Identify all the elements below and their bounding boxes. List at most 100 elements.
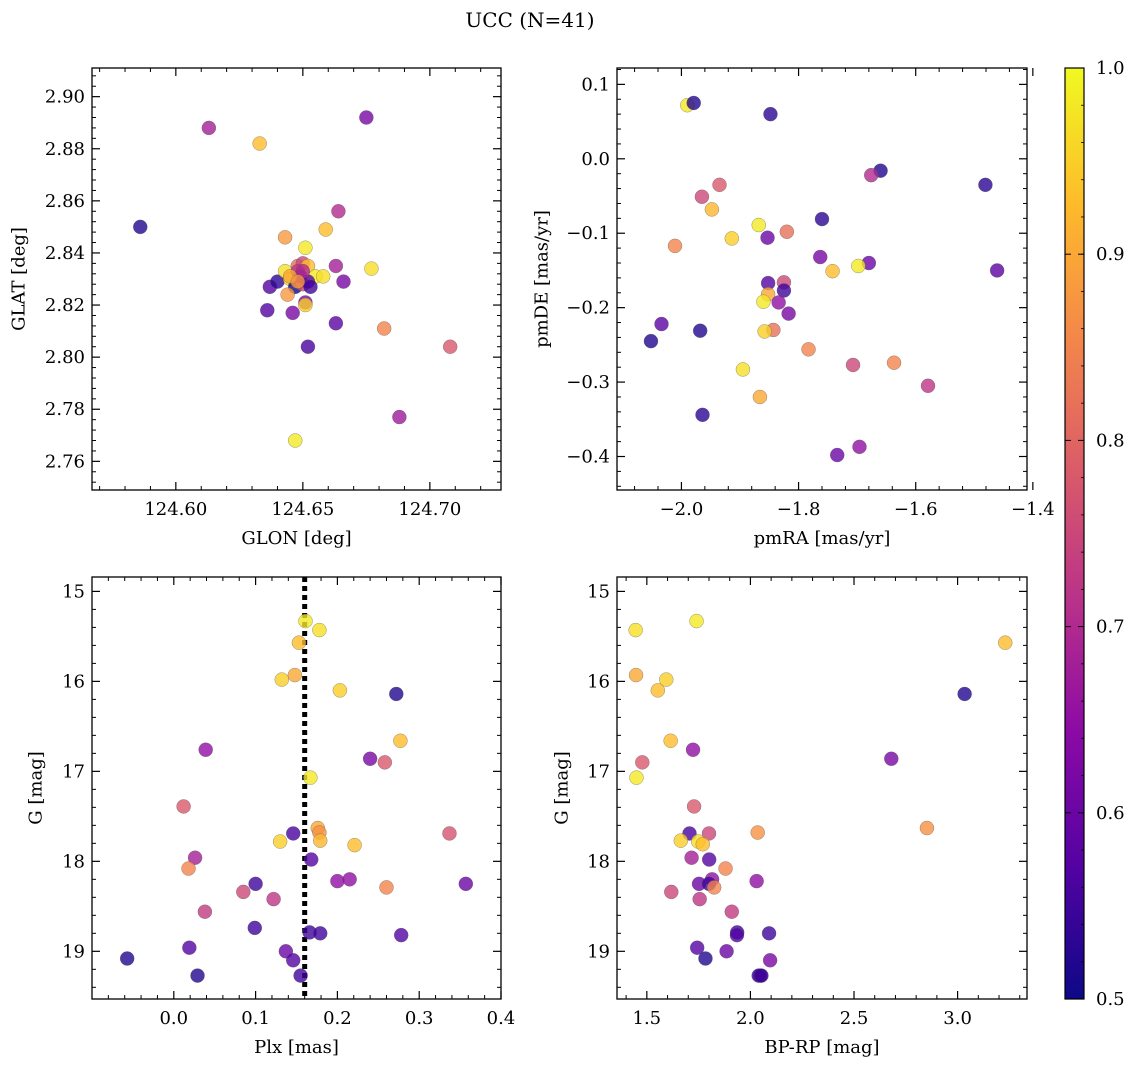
scatter-point [181, 861, 196, 876]
scatter-point [685, 742, 701, 758]
scatter-point [290, 274, 306, 289]
x-tick-label: −1.6 [894, 499, 938, 520]
scatter-point [364, 261, 379, 276]
scatter-point [801, 342, 816, 357]
x-axis-label: Plx [mas] [254, 1037, 339, 1058]
colorbar-tick-label: 1.0 [1096, 58, 1125, 79]
scatter-point [663, 733, 678, 749]
scatter-point [133, 219, 148, 235]
panel-cmd: 1.5 2.0 2.5 3.0 15 16 17 18 19 BP-RP [mag] G [mag] [551, 576, 1028, 1058]
panel-radec: 124.60 124.65 124.70 2.76 2.78 2.80 2.82 2.84 2.… [8, 67, 502, 549]
axes-frame [616, 576, 1028, 1000]
scatter-point [376, 321, 392, 336]
y-tick-label: 2.90 [45, 87, 85, 108]
scatter-point [379, 880, 394, 895]
colorbar-gradient [1065, 68, 1084, 999]
scatter-point [285, 826, 301, 841]
scatter-point [659, 672, 674, 687]
scatter-point [312, 926, 328, 941]
scatter-point [119, 951, 135, 966]
scatter-point [695, 836, 711, 852]
x-tick-label: 0.4 [487, 1008, 516, 1029]
scatter-point [347, 837, 362, 853]
scatter-point [763, 106, 778, 122]
scatter-point [694, 189, 710, 205]
x-tick-label: 0.0 [159, 1008, 188, 1029]
scatter-point [749, 873, 764, 889]
axes-frame [91, 67, 502, 491]
x-tick-label: 124.70 [398, 499, 461, 520]
scatter-point [706, 880, 722, 895]
y-tick-label: −0.1 [566, 223, 610, 244]
scatter-point [287, 667, 303, 683]
scatter-point [754, 968, 769, 983]
y-tick-label: 19 [62, 941, 85, 962]
scatter-point [863, 167, 879, 183]
plot-area [643, 95, 1005, 463]
scatter-point [247, 920, 263, 936]
scatter-point [628, 667, 644, 683]
scatter-point [342, 872, 357, 887]
x-tick-label: −2.0 [660, 499, 704, 520]
scatter-point [458, 876, 474, 892]
y-tick-label: 0.0 [581, 149, 610, 170]
scatter-point [277, 230, 293, 245]
scatter-point [362, 751, 378, 767]
scatter-point [377, 755, 393, 770]
scatter-point [735, 362, 751, 377]
scatter-point [695, 407, 710, 423]
scatter-point [654, 316, 669, 332]
scatter-point [359, 110, 374, 125]
scatter-point [182, 940, 197, 955]
scatter-point [724, 904, 740, 919]
x-tick-label: 0.2 [323, 1008, 352, 1029]
scatter-point [761, 926, 777, 941]
scatter-point [779, 224, 795, 239]
scatter-point [266, 891, 281, 907]
scatter-point [291, 635, 307, 650]
scatter-point [704, 202, 720, 217]
y-tick-label: 0.1 [581, 74, 610, 95]
x-axis-label: GLON [deg] [241, 528, 351, 549]
scatter-point [197, 904, 213, 919]
y-tick-label: 16 [62, 671, 85, 692]
scatter-point [701, 852, 717, 867]
scatter-point [884, 751, 899, 767]
colorbar-tick-label: 0.9 [1096, 244, 1125, 265]
scatter-point [689, 613, 704, 629]
scatter-point [771, 295, 786, 310]
y-tick-label: 2.86 [45, 191, 85, 212]
y-tick-label: 2.80 [45, 347, 85, 368]
scatter-point [752, 389, 768, 405]
scatter-point [300, 339, 316, 354]
scatter-point [650, 683, 666, 698]
scatter-point [312, 833, 328, 848]
y-axis-label: GLAT [deg] [8, 227, 29, 331]
scatter-point [729, 927, 745, 943]
axes-frame [91, 576, 502, 1000]
scatter-point [667, 238, 683, 254]
y-tick-label: 2.88 [45, 139, 85, 160]
colorbar-tick-label: 0.7 [1096, 617, 1125, 638]
scatter-point [635, 755, 650, 770]
y-tick-label: 19 [587, 941, 610, 962]
scatter-point [978, 177, 993, 193]
scatter-point [303, 279, 318, 295]
scatter-point [692, 891, 707, 907]
y-axis-label: pmDE [mas/yr] [531, 210, 552, 348]
scatter-point [190, 968, 205, 983]
plot-area [119, 577, 474, 999]
x-tick-label: 3.0 [943, 1008, 972, 1029]
scatter-point [719, 944, 734, 959]
scatter-point [686, 799, 702, 814]
scatter-point [389, 686, 404, 702]
panel-pms: −2.0 −1.8 −1.6 −1.4 −0.4 −0.3 −0.2 −0.1 0.0 0.1 pm… [531, 67, 1055, 549]
scatter-point [274, 672, 290, 687]
scatter-point [312, 622, 327, 638]
scatter-point [298, 297, 313, 313]
scatter-point [260, 303, 275, 318]
y-tick-label: 2.84 [45, 243, 85, 264]
colorbar-tick-label: 0.6 [1096, 803, 1125, 824]
scatter-point [201, 120, 217, 136]
scatter-point [997, 635, 1013, 650]
